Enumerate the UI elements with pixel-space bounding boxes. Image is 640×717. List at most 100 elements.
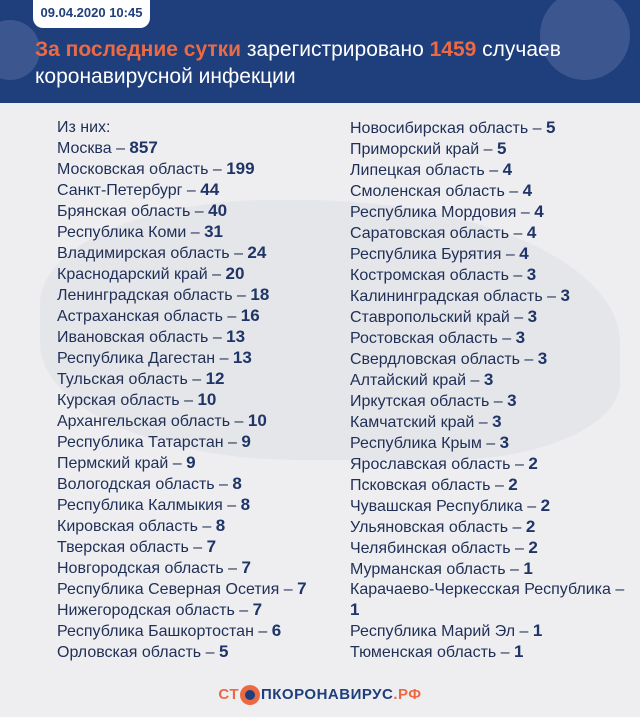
virus-decoration-icon xyxy=(0,20,40,80)
dash: – xyxy=(229,245,248,262)
region-row: Приморский край – 5 xyxy=(350,139,632,160)
region-name: Республика Мордовия xyxy=(350,204,517,221)
region-count: 24 xyxy=(247,243,267,262)
region-row: Санкт-Петербург – 44 xyxy=(57,180,340,201)
dash: – xyxy=(504,183,523,200)
region-count: 3 xyxy=(537,349,548,368)
region-name: Республика Северная Осетия xyxy=(57,581,280,598)
region-count: 10 xyxy=(197,390,217,409)
region-row: Орловская область – 5 xyxy=(57,642,340,663)
region-count: 6 xyxy=(271,621,282,640)
region-name: Костромская область xyxy=(350,267,509,284)
region-count: 857 xyxy=(129,138,158,157)
region-name: Ставропольский край xyxy=(350,309,510,326)
dash: – xyxy=(510,456,529,473)
region-count: 4 xyxy=(522,181,533,200)
region-count: 1 xyxy=(532,621,543,640)
regions-left-column: Из них: Москва – 857 Московская область – … xyxy=(57,118,340,663)
region-name: Тульская область xyxy=(57,371,188,388)
region-row: Чувашская Республика – 2 xyxy=(350,496,632,517)
region-name: Липецкая область xyxy=(350,162,485,179)
region-count: 2 xyxy=(508,475,518,494)
dash: – xyxy=(179,392,198,409)
region-row: Новосибирская область – 5 xyxy=(350,118,632,139)
dash: – xyxy=(111,140,130,157)
region-name: Орловская область xyxy=(57,644,202,661)
region-name: Ярославская область xyxy=(350,456,511,473)
region-count: 2 xyxy=(528,538,538,557)
virus-decoration-icon xyxy=(540,0,630,80)
dash: – xyxy=(197,518,216,535)
region-row: Липецкая область – 4 xyxy=(350,160,632,181)
region-row: Ростовская область – 3 xyxy=(350,328,632,349)
virus-stop-icon xyxy=(240,685,260,706)
region-count: 5 xyxy=(218,642,229,661)
region-row: Республика Татарстан – 9 xyxy=(57,432,340,453)
region-count: 4 xyxy=(526,223,537,242)
region-name: Вологодская область xyxy=(57,476,215,493)
region-row: Карачаево-Черкесская Республика – 1 xyxy=(350,580,632,621)
region-count: 199 xyxy=(226,159,255,178)
region-count: 8 xyxy=(215,516,226,535)
dash: – xyxy=(279,581,298,598)
region-name: Нижегородская область xyxy=(57,602,235,619)
dash: – xyxy=(223,560,242,577)
region-name: Республика Дагестан xyxy=(57,350,216,367)
region-row: Костромская область – 3 xyxy=(350,265,632,286)
dash: – xyxy=(610,581,625,598)
timestamp: 09.04.2020 10:45 xyxy=(33,0,150,28)
region-row: Смоленская область – 4 xyxy=(350,181,632,202)
dash: – xyxy=(542,288,561,305)
region-name: Пермский край xyxy=(57,455,169,472)
region-count: 1 xyxy=(350,600,360,619)
dash: – xyxy=(215,350,233,367)
dash: – xyxy=(508,519,526,536)
dash: – xyxy=(509,309,528,326)
region-row: Архангельская область – 10 xyxy=(57,411,340,432)
region-name: Республика Калмыкия xyxy=(57,497,223,514)
region-row: Тверская область – 7 xyxy=(57,537,340,558)
region-count: 10 xyxy=(247,411,267,430)
dash: – xyxy=(190,203,209,220)
region-row: Кировская область – 8 xyxy=(57,516,340,537)
region-row: Республика Коми – 31 xyxy=(57,222,340,243)
dash: – xyxy=(208,329,227,346)
dash: – xyxy=(466,372,484,389)
header-banner: 09.04.2020 10:45 За последние сутки заре… xyxy=(0,0,640,103)
region-count: 3 xyxy=(527,307,538,326)
region-count: 2 xyxy=(525,517,536,536)
dash: – xyxy=(168,455,187,472)
region-name: Кировская область xyxy=(57,518,198,535)
dash: – xyxy=(516,204,535,221)
region-count: 16 xyxy=(240,306,260,325)
headline-accent: За последние сутки xyxy=(35,38,242,61)
region-count: 5 xyxy=(546,118,556,137)
dash: – xyxy=(207,266,226,283)
dash: – xyxy=(519,351,538,368)
dash: – xyxy=(187,371,206,388)
dash: – xyxy=(222,308,241,325)
dash: – xyxy=(234,602,253,619)
region-count: 13 xyxy=(226,327,246,346)
region-name: Тюменская область xyxy=(350,644,497,661)
region-name: Карачаево-Черкесская Республика xyxy=(350,581,611,598)
region-row: Ярославская область – 2 xyxy=(350,454,632,475)
logo-text: ПКОРОНАВИРУС xyxy=(261,686,394,703)
dash: – xyxy=(222,497,241,514)
region-row: Саратовская область – 4 xyxy=(350,223,632,244)
region-row: Республика Бурятия – 4 xyxy=(350,244,632,265)
region-name: Ивановская область xyxy=(57,329,209,346)
dash: – xyxy=(515,623,533,640)
region-count: 7 xyxy=(206,537,217,556)
region-count: 44 xyxy=(200,180,220,199)
dash: – xyxy=(232,287,251,304)
region-row: Тульская область – 12 xyxy=(57,369,340,390)
region-name: Камчатский край xyxy=(350,414,475,431)
region-count: 12 xyxy=(205,369,225,388)
dash: – xyxy=(201,644,219,661)
region-count: 7 xyxy=(252,600,263,619)
regions-right-column: Новосибирская область – 5 Приморский край… xyxy=(350,118,632,663)
region-name: Ростовская область xyxy=(350,330,498,347)
dash: – xyxy=(497,330,516,347)
dash: – xyxy=(186,224,205,241)
